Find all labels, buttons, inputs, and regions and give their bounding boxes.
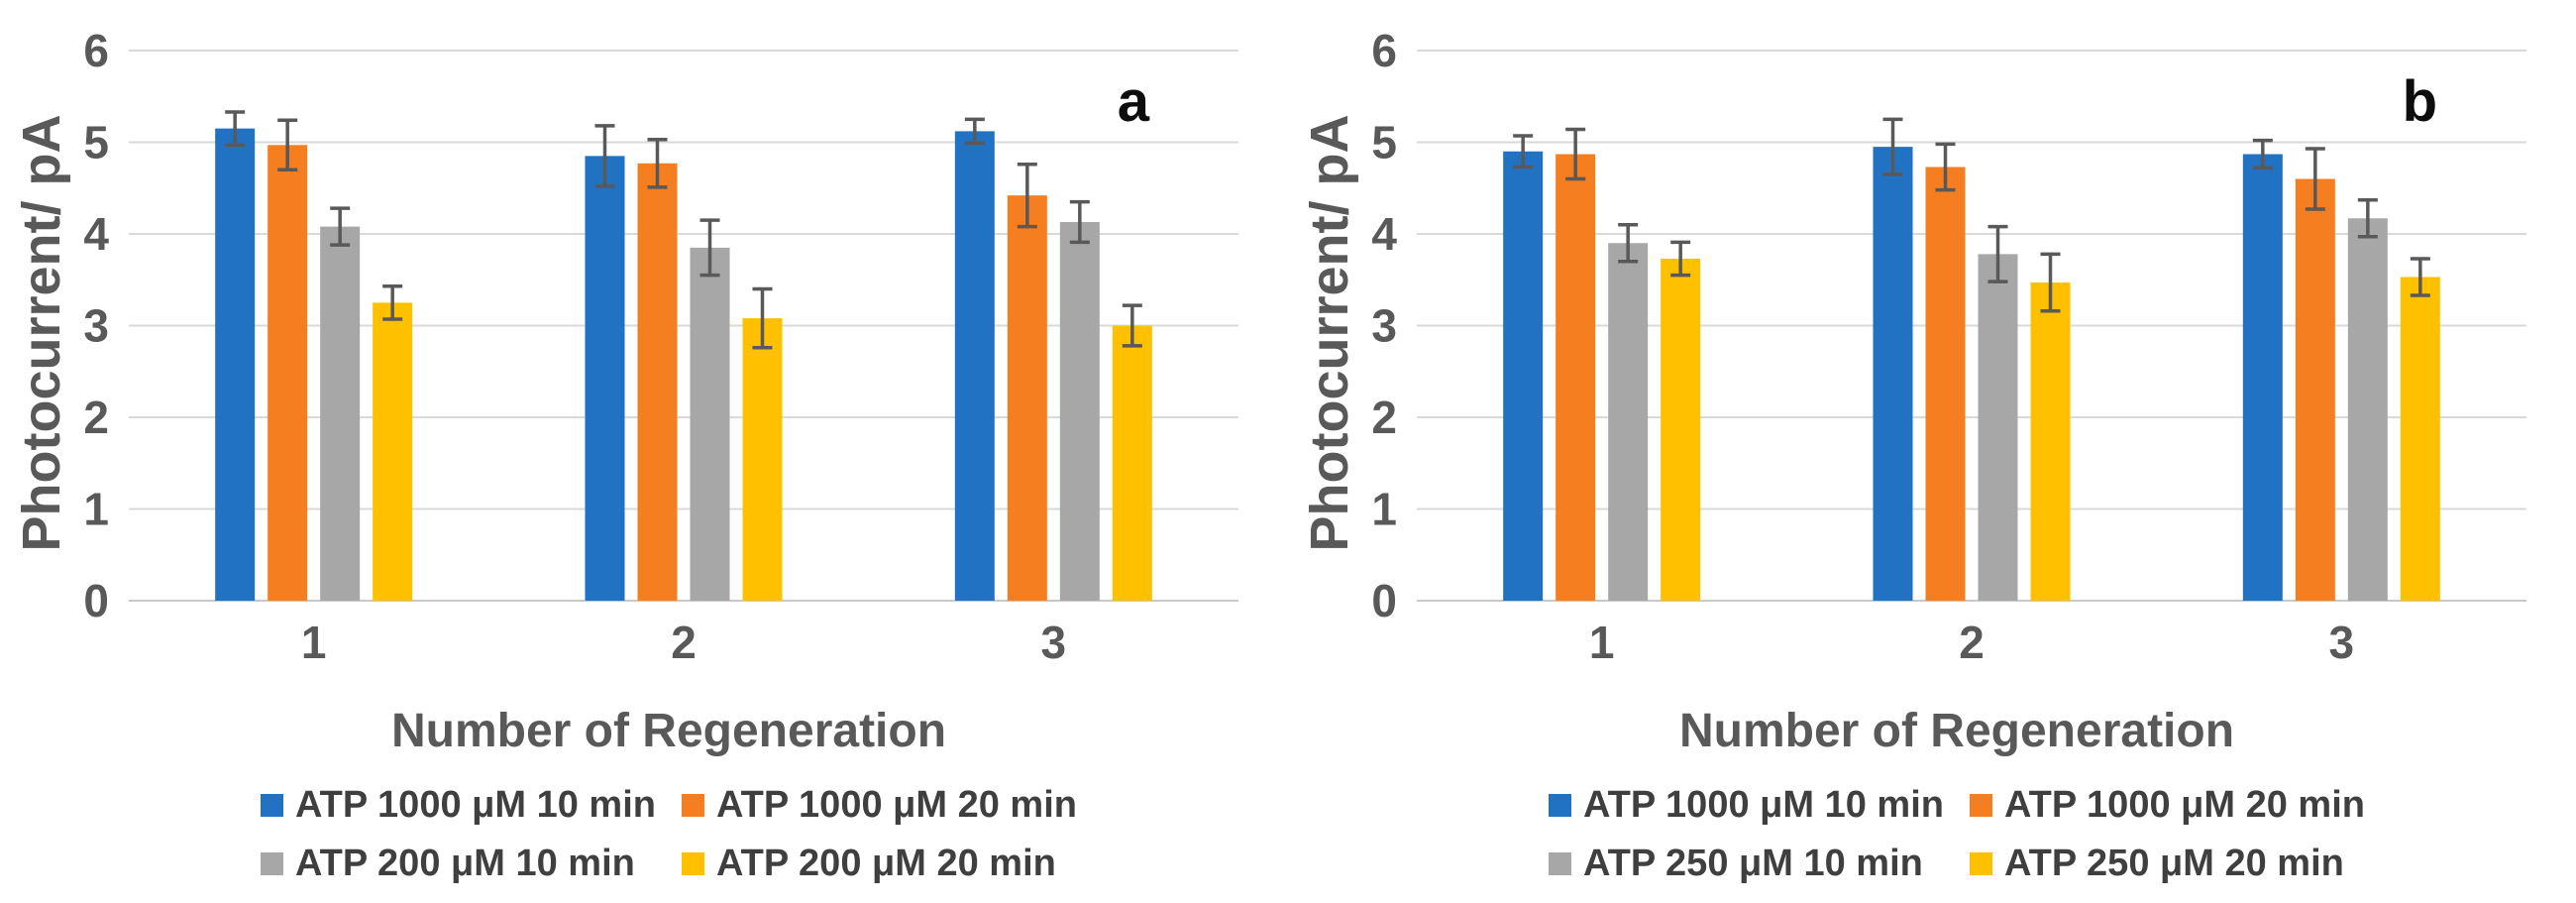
x-category-label: 3 — [2329, 617, 2355, 668]
bar — [1873, 147, 1913, 601]
bar — [2295, 178, 2335, 601]
legend-swatch-icon — [682, 852, 704, 875]
y-tick-label: 6 — [1371, 25, 1397, 76]
bar — [320, 226, 361, 601]
y-tick-label: 6 — [83, 25, 109, 76]
bar — [742, 318, 783, 601]
legend-b: ATP 1000 μM 10 min ATP 1000 μM 20 min ATP … — [1342, 784, 2571, 885]
y-tick-label: 5 — [83, 117, 109, 169]
legend-item: ATP 1000 μM 10 min — [1549, 784, 1944, 827]
x-axis-title: Number of Regeneration — [1678, 705, 2235, 757]
bar — [637, 163, 678, 601]
bar — [585, 156, 625, 601]
x-axis-title: Number of Regeneration — [390, 705, 947, 757]
y-tick-label: 3 — [1371, 300, 1397, 352]
bar — [2400, 277, 2440, 601]
legend-label: ATP 250 μM 10 min — [1583, 843, 1923, 884]
legend-item: ATP 250 μM 10 min — [1549, 843, 1944, 885]
legend-swatch-icon — [1970, 794, 1992, 817]
x-category-label: 3 — [1041, 617, 1067, 668]
bar — [690, 247, 730, 601]
bar-plot-a: 0 1 2 3 4 5 6 1 2 3 — [83, 25, 1238, 668]
bar-plot-b: 0 1 2 3 4 5 6 1 2 3 — [1371, 25, 2526, 668]
bar — [1007, 195, 1047, 601]
bar — [1059, 221, 1100, 601]
legend-item: ATP 250 μM 20 min — [1970, 843, 2365, 885]
legend-label: ATP 1000 μM 20 min — [2004, 784, 2365, 826]
y-tick-label: 1 — [1371, 484, 1397, 535]
bar — [268, 145, 308, 601]
legend-label: ATP 200 μM 20 min — [716, 843, 1056, 884]
y-tick-label: 2 — [83, 392, 109, 443]
legend-item: ATP 1000 μM 20 min — [682, 784, 1077, 827]
legend-item: ATP 200 μM 20 min — [682, 843, 1077, 885]
y-tick-label: 4 — [1371, 208, 1397, 260]
bar — [1503, 151, 1544, 601]
legend-label: ATP 200 μM 10 min — [295, 843, 635, 884]
x-category-label: 1 — [1589, 617, 1615, 668]
bar — [1661, 258, 1701, 601]
y-tick-label: 5 — [1371, 117, 1397, 169]
bar — [215, 128, 256, 601]
bar — [2242, 154, 2283, 601]
bar — [1112, 325, 1152, 601]
y-tick-label: 3 — [83, 300, 109, 352]
legend-item: ATP 200 μM 10 min — [261, 843, 656, 885]
legend-swatch-icon — [682, 794, 704, 817]
x-category-label: 1 — [301, 617, 327, 668]
legend-label: ATP 1000 μM 20 min — [716, 784, 1077, 826]
bar — [954, 131, 995, 601]
legend-swatch-icon — [261, 852, 283, 875]
legend-label: ATP 1000 μM 10 min — [1583, 784, 1944, 826]
bar — [1925, 167, 1966, 601]
legend-label: ATP 250 μM 20 min — [2004, 843, 2344, 884]
y-tick-label: 0 — [1371, 575, 1397, 626]
legend-item: ATP 1000 μM 20 min — [1970, 784, 2365, 827]
bar — [1978, 254, 2018, 601]
legend-swatch-icon — [261, 794, 283, 817]
legend-item: ATP 1000 μM 10 min — [261, 784, 656, 827]
panel-letter-b: b — [2402, 69, 2437, 134]
bar — [1556, 154, 1596, 601]
bar — [2030, 282, 2071, 601]
bar — [373, 302, 413, 601]
legend-a: ATP 1000 μM 10 min ATP 1000 μM 20 min ATP … — [54, 784, 1283, 885]
y-tick-label: 2 — [1371, 392, 1397, 443]
y-tick-label: 4 — [83, 208, 109, 260]
bar — [2347, 218, 2388, 601]
y-tick-label: 1 — [83, 484, 109, 535]
legend-swatch-icon — [1549, 794, 1571, 817]
legend-swatch-icon — [1970, 852, 1992, 875]
x-category-label: 2 — [671, 617, 697, 668]
legend-swatch-icon — [1549, 852, 1571, 875]
y-tick-label: 0 — [83, 575, 109, 626]
bar — [1608, 243, 1649, 601]
legend-label: ATP 1000 μM 10 min — [295, 784, 656, 826]
panel-letter-a: a — [1117, 69, 1149, 134]
x-category-label: 2 — [1959, 617, 1985, 668]
